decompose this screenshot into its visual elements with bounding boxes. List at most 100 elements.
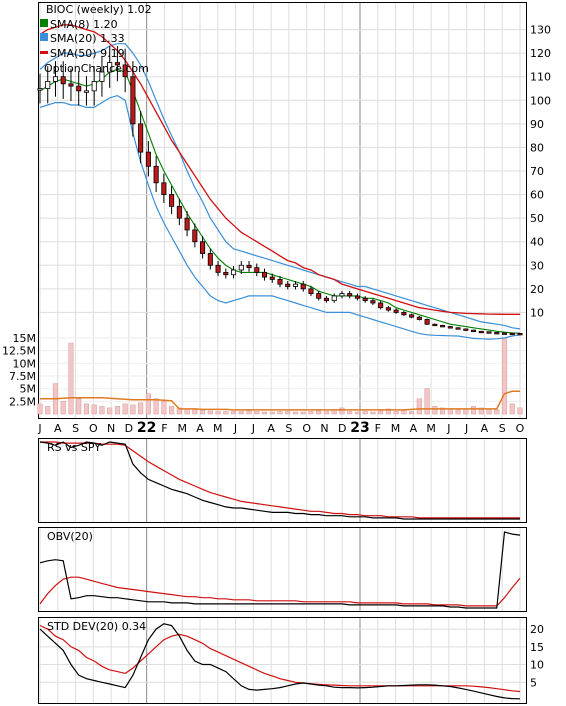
volume-bar xyxy=(378,411,383,414)
candle-body xyxy=(77,86,81,91)
candle-body xyxy=(417,317,421,319)
volume-bar xyxy=(123,404,128,414)
candle-body xyxy=(479,331,483,333)
volume-bar xyxy=(38,404,43,414)
volume-bar xyxy=(185,409,190,414)
candle-body xyxy=(471,330,475,332)
x-tick-label: M xyxy=(426,422,436,435)
candle-body xyxy=(324,298,328,300)
x-tick-label: A xyxy=(481,422,489,435)
volume-bar xyxy=(154,399,159,414)
volume-bar xyxy=(518,408,523,414)
legend-sma20: SMA(20) 1.33 xyxy=(50,32,125,45)
candle-body xyxy=(309,289,313,294)
candle-body xyxy=(518,333,522,335)
std-tick-label: 20 xyxy=(530,623,544,636)
x-tick-label: A xyxy=(196,422,204,435)
volume-bar xyxy=(262,412,267,414)
volume-bar xyxy=(169,406,174,414)
candle-body xyxy=(363,298,367,300)
candle-body xyxy=(46,81,50,88)
x-tick-label: J xyxy=(446,422,450,435)
candle-body xyxy=(193,230,197,242)
candle-body xyxy=(464,329,468,331)
price-tick-label: 110 xyxy=(530,71,551,84)
candle-body xyxy=(177,206,181,218)
volume-tick-label: 2.5M xyxy=(9,395,36,408)
rs-panel-frame xyxy=(39,439,527,523)
candle-body xyxy=(38,89,42,91)
volume-bar xyxy=(355,412,360,414)
volume-bar xyxy=(107,408,112,414)
price-tick-label: 100 xyxy=(530,94,551,107)
candle-body xyxy=(278,279,282,284)
candle-body xyxy=(84,91,88,93)
candle-body xyxy=(448,327,452,329)
price-tick-label: 120 xyxy=(530,47,551,60)
volume-bar xyxy=(456,410,461,414)
candle-body xyxy=(200,242,204,254)
volume-bar xyxy=(324,411,329,414)
x-tick-label: J xyxy=(464,422,468,435)
volume-tick-label: 12.5M xyxy=(2,345,36,358)
candle-body xyxy=(146,152,150,166)
x-tick-label: D xyxy=(125,422,133,435)
legend-sma20-swatch xyxy=(40,33,48,41)
volume-bar xyxy=(162,401,167,414)
candle-body xyxy=(371,301,375,303)
price-tick-label: 20 xyxy=(530,283,544,296)
x-tick-label: F xyxy=(375,422,381,435)
x-tick-label: A xyxy=(54,422,62,435)
candle-body xyxy=(487,332,491,334)
price-tick-label: 10 xyxy=(530,306,544,319)
legend-sma50-swatch xyxy=(40,51,48,54)
std-tick-label: 10 xyxy=(530,659,544,672)
volume-bar xyxy=(502,338,507,414)
volume-bar xyxy=(208,411,213,414)
x-tick-label: O xyxy=(302,422,311,435)
candle-body xyxy=(61,77,65,84)
price-tick-label: 60 xyxy=(530,189,544,202)
candle-body xyxy=(185,218,189,230)
candle-body xyxy=(386,308,390,310)
x-tick-label: O xyxy=(89,422,98,435)
volume-bar xyxy=(425,389,430,414)
volume-bar xyxy=(146,394,151,414)
candle-body xyxy=(510,333,514,335)
candle-body xyxy=(456,328,460,330)
candle-body xyxy=(239,265,243,270)
x-tick-label: M xyxy=(213,422,223,435)
x-tick-label: A xyxy=(267,422,275,435)
x-tick-label: M xyxy=(391,422,401,435)
volume-bar xyxy=(285,411,290,414)
candle-body xyxy=(502,333,506,335)
volume-bar xyxy=(76,399,81,414)
price-tick-label: 40 xyxy=(530,236,544,249)
candle-body xyxy=(69,84,73,86)
candle-body xyxy=(247,265,251,267)
candle-body xyxy=(92,81,96,90)
candle-body xyxy=(216,265,220,272)
candle-body xyxy=(169,195,173,207)
volume-bar xyxy=(278,411,283,414)
volume-bar xyxy=(115,406,120,414)
candle-body xyxy=(340,294,344,296)
candle-body xyxy=(255,268,259,273)
candle-body xyxy=(293,284,297,286)
volume-bar xyxy=(340,408,345,414)
volume-bar xyxy=(138,403,143,414)
volume-bar xyxy=(100,406,105,414)
volume-bar xyxy=(223,411,228,414)
watermark: OptionChance.com xyxy=(44,62,149,75)
candle-body xyxy=(224,272,228,274)
candle-body xyxy=(332,296,336,301)
volume-bar xyxy=(61,401,66,414)
candle-body xyxy=(262,272,266,277)
obv-label: OBV(20) xyxy=(47,530,93,543)
x-tick-label: J xyxy=(37,422,41,435)
volume-bar xyxy=(363,411,368,414)
obv-panel-frame xyxy=(39,528,527,612)
volume-bar xyxy=(309,411,314,414)
x-tick-label: D xyxy=(338,422,346,435)
volume-bar xyxy=(463,409,468,414)
